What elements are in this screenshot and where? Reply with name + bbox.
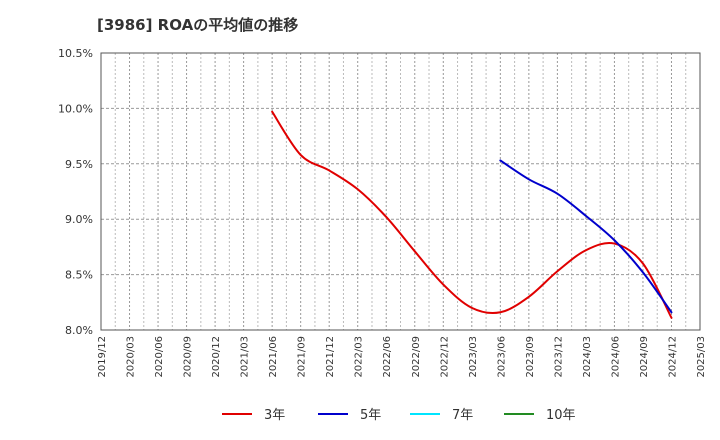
x-tick-label: 2022/12 [439,336,450,378]
x-tick-label: 2023/09 [525,336,536,378]
x-tick-label: 2025/03 [696,336,707,378]
x-tick-label: 2019/12 [97,336,108,378]
x-tick-label: 2024/12 [667,336,678,378]
plot-frame [100,52,701,331]
x-tick-label: 2020/09 [183,336,194,378]
x-tick-label: 2022/09 [411,336,422,378]
y-tick-label: 9.0% [65,213,93,226]
legend-item: 3年 [222,408,285,423]
x-tick-label: 2021/03 [240,336,251,378]
x-tick-label: 2022/03 [354,336,365,378]
y-tick-label: 9.5% [65,158,93,171]
chart-title: [3986] ROAの平均値の推移 [97,16,299,34]
x-tick-label: 2020/06 [154,336,165,378]
y-tick-label: 10.5% [58,47,93,60]
x-tick-label: 2021/09 [297,336,308,378]
y-tick-label: 10.0% [58,102,93,115]
y-tick-label: 8.0% [65,324,93,337]
legend-item: 10年 [504,408,576,423]
x-tick-label: 2020/03 [126,336,137,378]
x-tick-label: 2023/12 [553,336,564,378]
series-line-2 [499,159,673,314]
x-tick-label: 2023/06 [496,336,507,378]
x-tick-label: 2022/06 [382,336,393,378]
x-tick-label: 2020/12 [211,336,222,378]
x-tick-label: 2024/09 [639,336,650,378]
y-tick-label: 8.5% [65,269,93,282]
x-tick-label: 2024/06 [610,336,621,378]
legend-label: 3年 [264,408,285,423]
legend-label: 10年 [546,408,576,423]
x-tick-label: 2023/03 [468,336,479,378]
x-tick-label: 2024/03 [582,336,593,378]
x-tick-label: 2021/06 [268,336,279,378]
legend-item: 7年 [410,408,473,423]
plot-area [101,53,700,330]
x-tick-label: 2021/12 [325,336,336,378]
legend-label: 5年 [360,408,381,423]
legend-item: 5年 [318,408,381,423]
legend-label: 7年 [452,408,473,423]
series-line-1 [271,110,673,319]
